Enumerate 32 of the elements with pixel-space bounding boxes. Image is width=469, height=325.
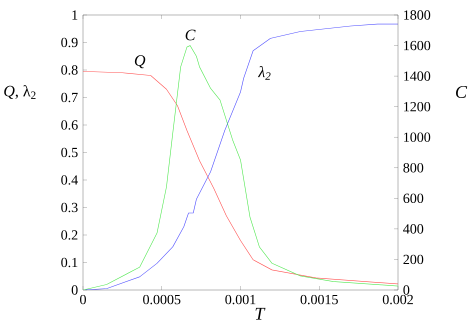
y-tick-label: 0.8 xyxy=(61,65,78,75)
series-label: λ$_{2}$ xyxy=(258,66,271,80)
x-tick-label: 0.0005 xyxy=(143,294,180,304)
y2-tick-label: 1200 xyxy=(404,102,430,112)
y-tick-label: 0.5 xyxy=(61,148,78,158)
series-label: Q xyxy=(134,55,146,68)
y-tick-label: 0 xyxy=(72,285,78,295)
y2-tick-label: 0 xyxy=(403,285,410,295)
y2-tick-label: 600 xyxy=(403,194,424,204)
y-tick-label: 0.9 xyxy=(61,38,78,48)
y2-tick-label: 1400 xyxy=(404,71,430,81)
y2-tick-label: 800 xyxy=(403,163,424,172)
y2-tick-label: 200 xyxy=(403,254,424,264)
x-tick-label: 0.002 xyxy=(382,294,413,304)
x-tick-label: 0.001 xyxy=(225,294,256,304)
series-label: C xyxy=(186,30,196,40)
y2-tick-label: 1000 xyxy=(404,132,430,142)
y-tick-label: 0.2 xyxy=(61,230,78,240)
y-tick-label: 0.3 xyxy=(61,202,78,212)
x-tick-label: 0.0015 xyxy=(300,294,338,304)
y-tick-label: 0.7 xyxy=(61,92,78,102)
y-tick-label: 0.6 xyxy=(61,120,78,130)
y-tick-label: 0.1 xyxy=(61,258,78,268)
y2-tick-label: 400 xyxy=(403,224,424,234)
y-axis-title: Q, λ$_{2}$ xyxy=(4,85,36,99)
y-tick-label: 0.4 xyxy=(61,175,78,185)
x-axis-title: T xyxy=(256,308,266,320)
x-tick-label: 0 xyxy=(80,294,86,304)
y2-axis-title: C xyxy=(456,86,468,98)
y-tick-label: 1 xyxy=(72,10,78,20)
y2-tick-label: 1800 xyxy=(404,10,430,20)
y2-tick-label: 1600 xyxy=(404,40,430,50)
